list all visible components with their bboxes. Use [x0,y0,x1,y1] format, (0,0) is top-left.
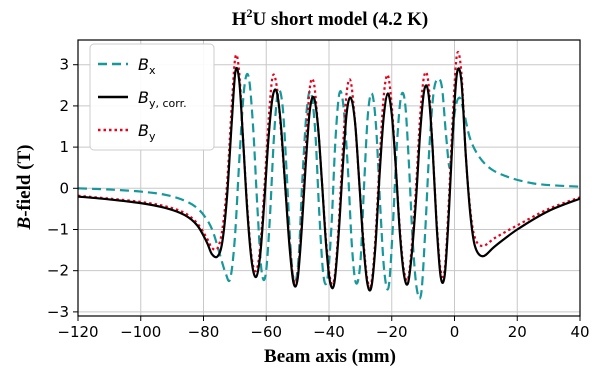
legend-sub-by: y [149,130,156,143]
chart-title-sup: 2 [247,6,253,20]
y-axis-ticks: −3 −2 −1 0 1 2 3 [47,56,78,321]
y-axis-label-rest: -field (T) [14,145,35,217]
legend-entry-by: By [98,121,156,143]
legend: Bx By, corr. By [89,43,215,151]
y-tick-label: 0 [59,179,69,197]
series-line-bycorr [77,66,581,292]
legend-label-bx: Bx [138,55,156,77]
plot-lines [77,50,581,300]
legend-label-bycorr: By, corr. [138,88,187,110]
x-tick-label: −20 [376,323,408,341]
legend-label-by: By [138,121,156,143]
legend-name-bycorr: B [138,88,149,107]
x-tick-label: 20 [508,323,527,341]
y-tick-label: −2 [47,262,69,280]
chart-title-rest: U short model (4.2 K) [253,9,429,30]
x-tick-label: −40 [313,323,345,341]
chart-title: H2U short model (4.2 K) [232,6,429,30]
legend-entry-bx: Bx [98,55,156,77]
y-tick-label: 1 [59,138,69,156]
legend-entry-bycorr: By, corr. [98,88,187,110]
series-line-bx [77,72,581,300]
x-axis-ticks: −120 −100 −80 −60 −40 −20 0 20 40 [57,316,590,341]
x-tick-label: −60 [250,323,282,341]
chart-title-main: H [232,9,247,30]
legend-name-by: B [138,121,149,140]
x-tick-label: −100 [120,323,161,341]
x-axis-label: Beam axis (mm) [264,346,396,367]
x-tick-label: −120 [57,323,98,341]
legend-box [89,43,215,151]
legend-sub-bycorr: y, corr. [149,97,187,110]
y-tick-label: −1 [47,220,69,238]
x-tick-label: −80 [188,323,220,341]
y-tick-label: −3 [47,303,69,321]
y-axis-label-italic: B [14,217,35,231]
legend-name-bx: B [138,55,149,74]
y-axis-label: B-field (T) [14,145,35,231]
legend-sub-bx: x [149,64,156,77]
y-tick-label: 3 [59,56,69,74]
x-tick-label: 0 [450,323,460,341]
y-tick-label: 2 [59,97,69,115]
x-tick-label: 40 [570,323,589,341]
